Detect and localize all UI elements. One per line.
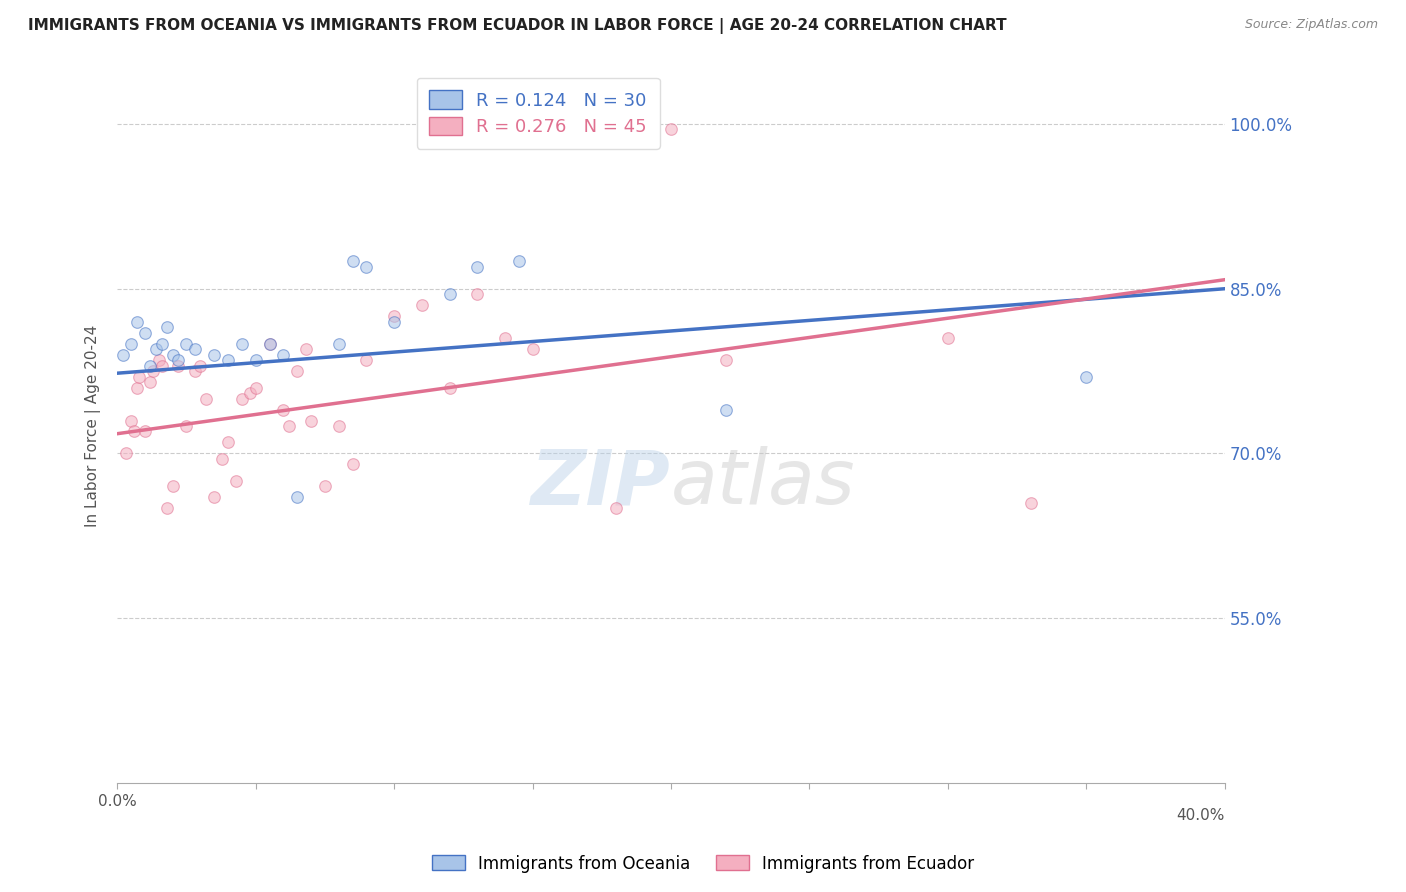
Point (465, 287, 488, 301)
Point (239, 386, 262, 401)
Point (156, 501, 179, 516)
Point (125, 314, 148, 328)
Point (231, 336, 253, 351)
Point (328, 419, 350, 434)
Y-axis label: In Labor Force | Age 20-24: In Labor Force | Age 20-24 (86, 325, 101, 527)
Point (231, 392, 253, 406)
Point (314, 479, 336, 493)
Point (285, 364, 308, 378)
Point (202, 491, 225, 505)
Point (439, 380, 461, 394)
Point (273, 347, 295, 361)
Point (202, 347, 225, 361)
Point (328, 336, 350, 351)
Point (225, 474, 247, 488)
Point (1076, 369, 1098, 384)
Point (259, 336, 281, 351)
Point (936, 331, 959, 345)
Point (217, 353, 239, 368)
Point (439, 287, 461, 301)
Point (548, 122, 571, 136)
Point (150, 359, 173, 373)
Point (382, 314, 405, 328)
Point (150, 336, 173, 351)
Point (184, 342, 207, 356)
Point (167, 353, 190, 368)
Point (122, 425, 145, 439)
Text: Source: ZipAtlas.com: Source: ZipAtlas.com (1244, 18, 1378, 31)
Point (356, 260, 378, 274)
Point (120, 413, 142, 427)
Point (176, 336, 198, 351)
Point (176, 419, 198, 434)
Point (659, 122, 682, 136)
Point (245, 380, 267, 394)
Point (184, 364, 207, 378)
Point (162, 479, 184, 493)
Point (114, 446, 136, 460)
Point (148, 353, 170, 368)
Point (111, 347, 134, 361)
Point (299, 413, 322, 427)
Point (277, 419, 299, 434)
Text: IMMIGRANTS FROM OCEANIA VS IMMIGRANTS FROM ECUADOR IN LABOR FORCE | AGE 20-24 CO: IMMIGRANTS FROM OCEANIA VS IMMIGRANTS FR… (28, 18, 1007, 34)
Point (217, 435, 239, 450)
Point (211, 452, 233, 467)
Text: 40.0%: 40.0% (1177, 808, 1225, 823)
Point (356, 353, 378, 368)
Point (194, 392, 217, 406)
Point (285, 491, 308, 505)
Point (522, 342, 544, 356)
Point (382, 309, 405, 323)
Point (273, 402, 295, 417)
Point (605, 501, 627, 516)
Point (134, 425, 156, 439)
Point (411, 298, 433, 312)
Point (120, 336, 142, 351)
Point (145, 342, 167, 356)
Point (134, 326, 156, 340)
Legend: Immigrants from Oceania, Immigrants from Ecuador: Immigrants from Oceania, Immigrants from… (425, 848, 981, 880)
Point (1019, 496, 1042, 510)
Text: atlas: atlas (671, 446, 855, 520)
Point (342, 254, 364, 268)
Point (716, 402, 738, 417)
Point (342, 458, 364, 472)
Point (142, 364, 165, 378)
Point (508, 254, 530, 268)
Text: ZIP: ZIP (531, 446, 671, 520)
Point (294, 342, 316, 356)
Point (139, 375, 162, 389)
Point (167, 359, 190, 373)
Point (128, 369, 150, 384)
Point (156, 320, 179, 334)
Point (125, 380, 148, 394)
Legend: R = 0.124   N = 30, R = 0.276   N = 45: R = 0.124 N = 30, R = 0.276 N = 45 (416, 78, 659, 149)
Point (188, 359, 211, 373)
Point (494, 331, 516, 345)
Point (245, 353, 267, 368)
Point (465, 260, 488, 274)
Point (716, 353, 738, 368)
Point (162, 347, 184, 361)
Point (522, 122, 544, 136)
Point (139, 359, 162, 373)
Point (259, 336, 281, 351)
